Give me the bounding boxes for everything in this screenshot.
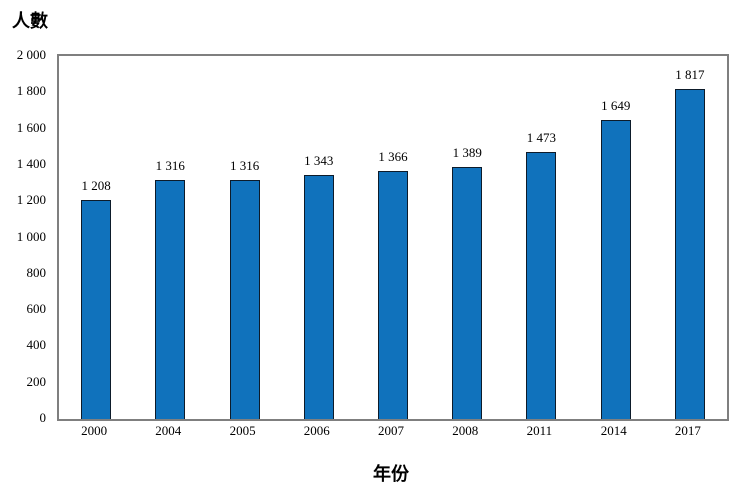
y-tick-label: 200 — [26, 373, 47, 389]
bar-2004 — [155, 180, 186, 419]
y-tick-label: 400 — [26, 337, 47, 353]
x-tick-label: 2006 — [303, 423, 330, 438]
bar-2006 — [303, 175, 334, 419]
bar-value-label: 1 316 — [155, 158, 185, 173]
x-tick-label: 2004 — [155, 423, 182, 438]
y-axis-tick-labels: 0 200 400 600 800 1 000 1 200 1 400 1 600 1 800 2 … — [0, 47, 47, 425]
y-tick-label: 600 — [26, 301, 47, 317]
x-tick-label: 2005 — [229, 423, 256, 438]
bar-2000 — [81, 200, 112, 419]
y-tick-label: 1 800 — [16, 83, 46, 99]
bar-value-label: 1 817 — [675, 67, 705, 82]
x-axis-title: 年份 — [373, 464, 409, 484]
bar-value-label: 1 473 — [526, 130, 557, 145]
y-tick-label: 800 — [26, 264, 47, 280]
bar-value-label: 1 649 — [601, 98, 631, 113]
y-tick-label: 1 200 — [16, 192, 46, 208]
bar-value-label: 1 389 — [452, 145, 482, 160]
x-tick-label: 2008 — [452, 423, 479, 438]
bar-value-label: 1 316 — [229, 158, 260, 173]
bar-2014 — [600, 120, 631, 419]
y-tick-label: 2 000 — [16, 47, 46, 62]
bar-2008 — [452, 167, 483, 419]
x-tick-label: 2017 — [674, 423, 701, 438]
y-axis-title: 人數 — [12, 11, 48, 31]
plot-area: 1 208 1 316 1 316 1 343 1 366 1 389 1 473 1 649… — [57, 54, 729, 421]
x-tick-label: 2014 — [600, 423, 627, 438]
bar-2005 — [229, 180, 260, 419]
x-tick-label: 2007 — [378, 423, 404, 438]
x-axis-tick-labels: 2000 2004 2005 2006 2007 2008 2011 2014 2017 — [57, 423, 725, 441]
y-tick-label: 1 000 — [16, 228, 46, 244]
y-tick-label: 1 400 — [16, 155, 46, 171]
bar-2007 — [378, 171, 408, 419]
bar-2017 — [674, 89, 705, 419]
y-tick-label: 1 600 — [16, 119, 46, 135]
bar-value-label: 1 343 — [304, 153, 334, 168]
y-tick-label: 0 — [39, 410, 47, 425]
bar-value-label: 1 366 — [378, 149, 408, 164]
bar-2011 — [526, 152, 557, 419]
x-tick-label: 2000 — [81, 423, 108, 438]
bar-value-label: 1 208 — [81, 178, 111, 193]
x-tick-label: 2011 — [526, 423, 553, 438]
